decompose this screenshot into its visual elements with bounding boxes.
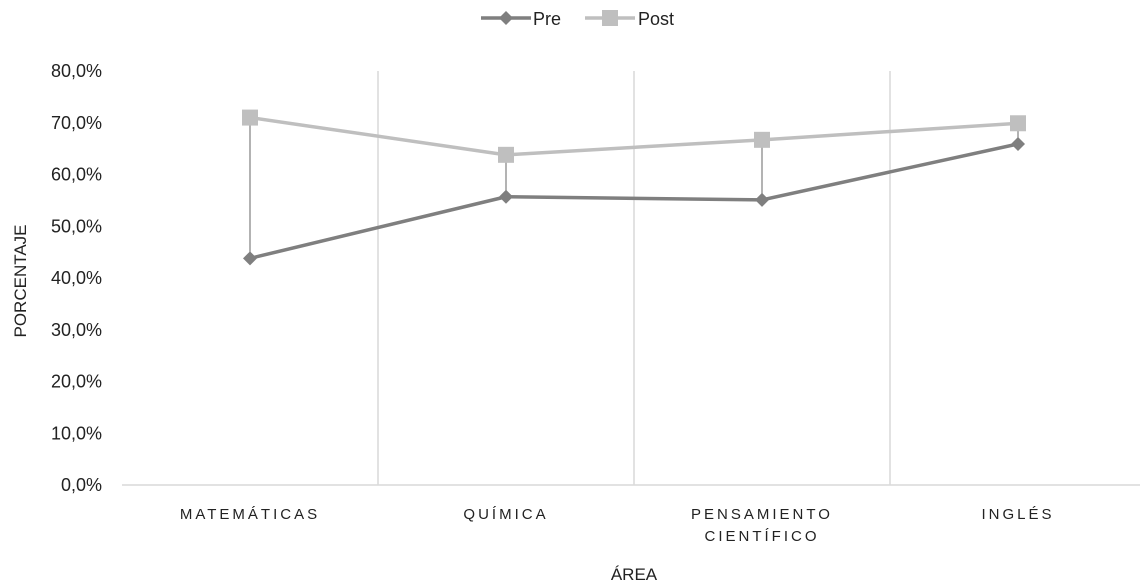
x-tick-label-line: INGLÉS <box>981 506 1054 523</box>
legend: Pre Post <box>481 9 674 29</box>
legend-pre-label: Pre <box>533 9 561 29</box>
y-tick-label: 60,0% <box>51 165 102 185</box>
legend-post-label: Post <box>638 9 674 29</box>
data-point-pre <box>243 251 257 266</box>
data-point-post <box>498 146 514 163</box>
series-post <box>242 109 1026 163</box>
gridlines <box>377 71 891 485</box>
series-pre <box>243 136 1025 266</box>
y-tick-label: 10,0% <box>51 423 102 443</box>
legend-post-marker <box>602 10 618 26</box>
data-point-post <box>242 109 258 126</box>
x-tick-label-line: PENSAMIENTO <box>691 506 833 523</box>
x-tick-label-line: MATEMÁTICAS <box>180 506 320 523</box>
y-axis-title: PORCENTAJE <box>11 224 30 337</box>
x-tick-labels: MATEMÁTICAS QUÍMICA PENSAMIENTO CIENTÍFICO I… <box>180 506 1054 545</box>
data-point-post <box>1010 115 1026 132</box>
legend-item-pre: Pre <box>481 9 561 29</box>
y-tick-label: 30,0% <box>51 320 102 340</box>
y-tick-label: 40,0% <box>51 268 102 288</box>
x-tick-label-line: QUÍMICA <box>463 506 548 523</box>
series-group <box>242 109 1026 266</box>
series-line-pre <box>249 142 1019 261</box>
series-line-post <box>249 115 1019 157</box>
y-tick-label: 50,0% <box>51 216 102 236</box>
y-tick-label: 20,0% <box>51 372 102 392</box>
x-tick-label: PENSAMIENTO CIENTÍFICO <box>691 506 833 545</box>
data-point-pre <box>499 189 513 204</box>
x-tick-label-line: CIENTÍFICO <box>705 528 820 545</box>
data-point-post <box>754 131 770 148</box>
x-tick-label: MATEMÁTICAS <box>180 506 320 523</box>
x-tick-label: QUÍMICA <box>463 506 548 523</box>
x-axis-title: ÁREA <box>611 565 658 584</box>
data-point-pre <box>1011 136 1025 151</box>
legend-pre-marker <box>499 11 513 25</box>
y-tick-label: 0,0% <box>61 475 102 495</box>
data-point-pre <box>755 192 769 207</box>
y-tick-labels: 0,0% 10,0% 20,0% 30,0% 40,0% 50,0% 60,0% 70,0% 8… <box>51 61 102 495</box>
x-tick-label: INGLÉS <box>981 506 1054 523</box>
legend-item-post: Post <box>585 9 674 29</box>
y-tick-label: 80,0% <box>51 61 102 81</box>
y-tick-label: 70,0% <box>51 113 102 133</box>
